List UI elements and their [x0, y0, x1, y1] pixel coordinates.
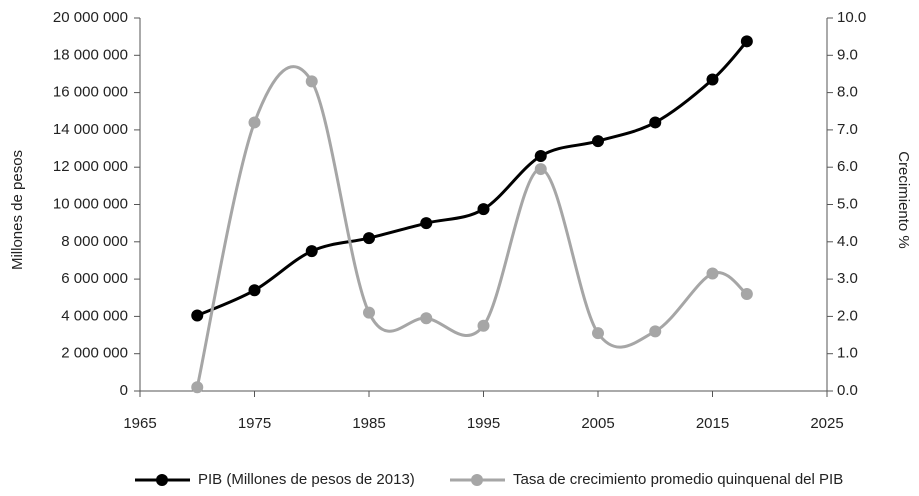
- legend-label: PIB (Millones de pesos de 2013): [198, 471, 415, 488]
- data-point: [420, 312, 433, 325]
- legend-marker: [156, 474, 168, 486]
- data-point: [248, 284, 261, 297]
- y-tick-label: 10 000 000: [53, 195, 128, 212]
- y-tick-label: 16 000 000: [53, 84, 128, 101]
- data-point: [534, 150, 547, 163]
- y-tick-label: 0: [120, 382, 128, 399]
- y2-tick-label: 0.0: [837, 382, 858, 399]
- legend-label: Tasa de crecimiento promedio quinquenal …: [513, 471, 843, 488]
- x-tick-label: 2025: [810, 415, 843, 432]
- data-point: [706, 267, 719, 280]
- data-point: [592, 135, 604, 148]
- y2-tick-label: 5.0: [837, 195, 858, 212]
- y-tick-label: 8 000 000: [61, 233, 128, 250]
- data-point: [420, 217, 433, 230]
- data-point: [363, 306, 375, 319]
- x-tick-label: 1975: [238, 415, 271, 432]
- y2-tick-label: 7.0: [837, 121, 858, 138]
- y-tick-label: 20 000 000: [53, 9, 128, 26]
- y2-tick-label: 1.0: [837, 345, 858, 362]
- data-point: [740, 35, 753, 48]
- data-point: [534, 163, 547, 176]
- x-tick-label: 1965: [123, 415, 156, 432]
- data-point: [191, 381, 204, 394]
- data-point: [305, 245, 318, 258]
- x-tick-label: 2005: [581, 415, 614, 432]
- y2-tick-label: 4.0: [837, 233, 858, 250]
- data-point: [740, 288, 753, 301]
- data-point: [649, 325, 662, 338]
- legend-marker: [471, 474, 483, 486]
- y2-tick-label: 9.0: [837, 46, 858, 63]
- x-tick-label: 1985: [352, 415, 385, 432]
- y2-axis-label: Crecimiento %: [895, 151, 912, 249]
- y-axis-label: Millones de pesos: [9, 150, 26, 270]
- y-tick-label: 18 000 000: [53, 46, 128, 63]
- data-point: [649, 116, 662, 129]
- y2-tick-label: 6.0: [837, 158, 858, 175]
- x-tick-label: 2015: [696, 415, 729, 432]
- y-tick-label: 6 000 000: [61, 270, 128, 287]
- y-tick-label: 2 000 000: [61, 345, 128, 362]
- data-point: [592, 327, 604, 340]
- y2-tick-label: 3.0: [837, 270, 858, 287]
- data-point: [477, 319, 490, 332]
- data-point: [191, 309, 204, 322]
- x-tick-label: 1995: [467, 415, 500, 432]
- data-point: [305, 75, 318, 88]
- y2-tick-label: 10.0: [837, 9, 866, 26]
- y-tick-label: 12 000 000: [53, 158, 128, 175]
- y-tick-label: 14 000 000: [53, 121, 128, 138]
- y-tick-label: 4 000 000: [61, 307, 128, 324]
- data-point: [477, 203, 490, 216]
- series-line: [196, 40, 748, 317]
- data-point: [248, 116, 261, 129]
- y2-tick-label: 8.0: [837, 84, 858, 101]
- series-line: [195, 65, 748, 388]
- y2-tick-label: 2.0: [837, 307, 858, 324]
- data-point: [363, 232, 375, 245]
- data-point: [706, 73, 719, 86]
